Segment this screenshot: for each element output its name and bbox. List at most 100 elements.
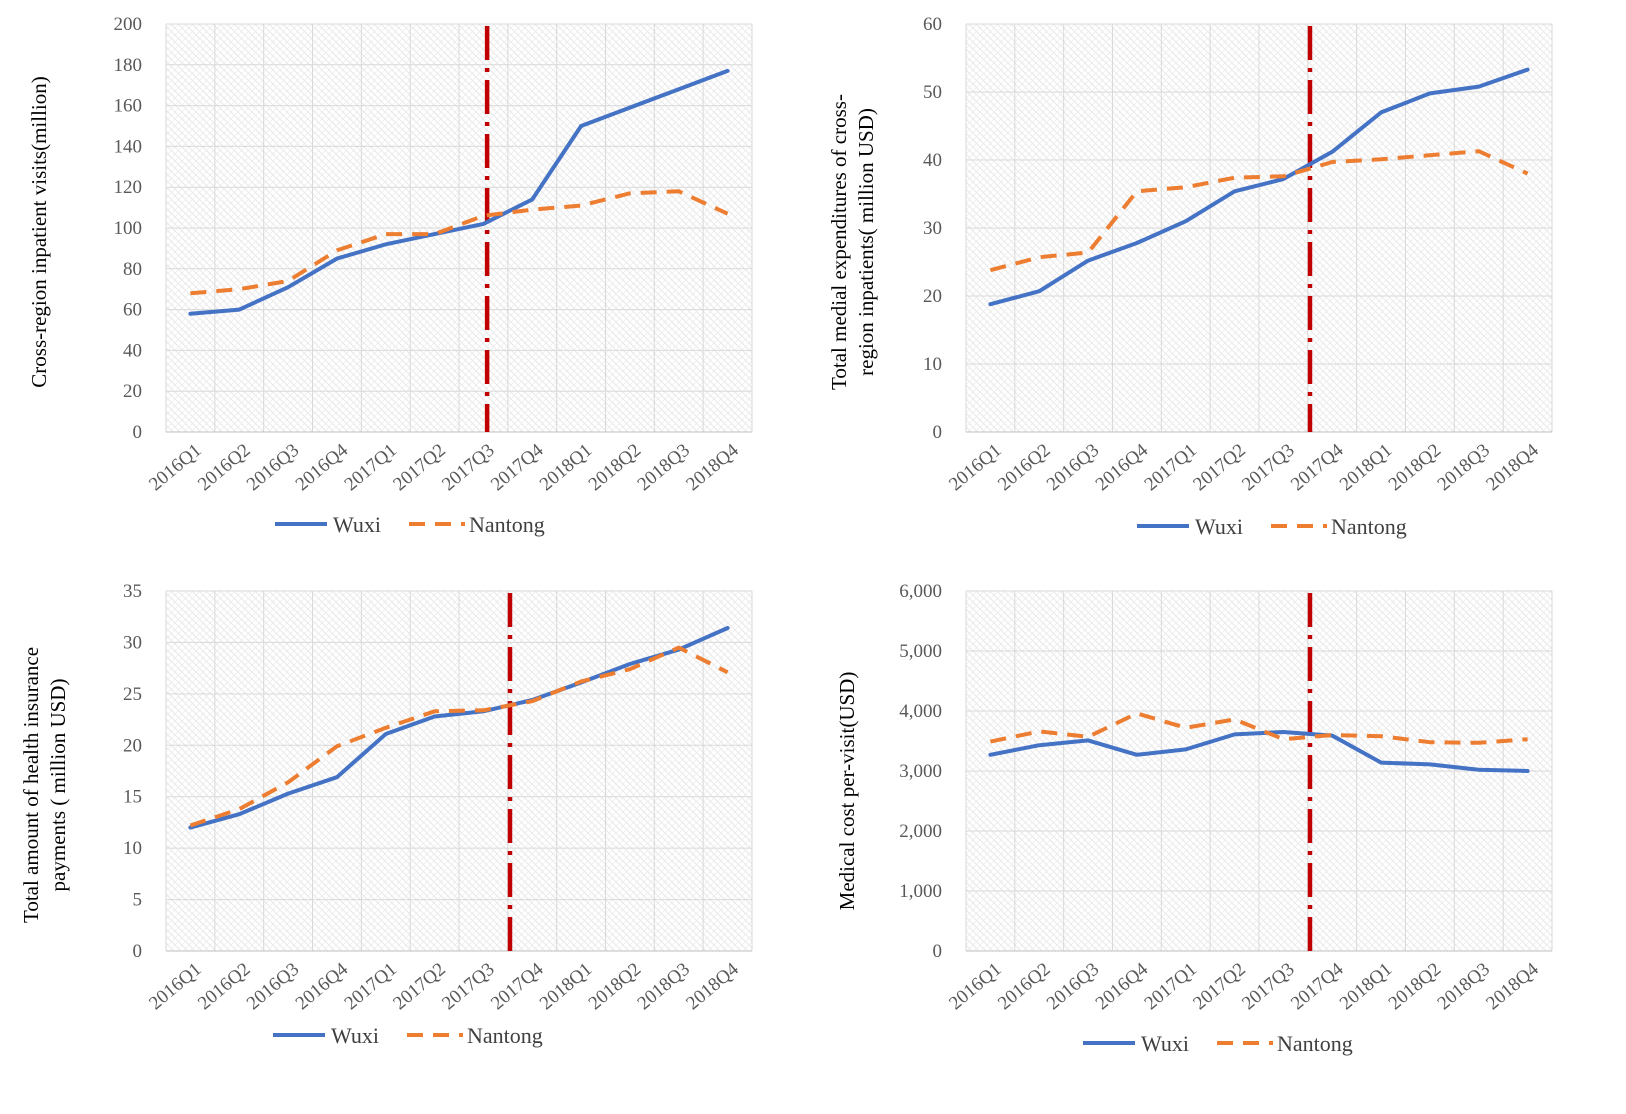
data-point-nantong <box>481 214 485 218</box>
y-axis-label-line: Total medial expenditures of cross- <box>827 94 851 390</box>
data-point-wuxi <box>1184 219 1188 223</box>
legend-label-wuxi: Wuxi <box>1195 514 1243 539</box>
y-tick-label: 10 <box>123 838 142 859</box>
data-point-nantong <box>677 189 681 193</box>
data-point-nantong <box>1281 737 1285 741</box>
x-tick-label: 2018Q4 <box>682 958 743 1014</box>
data-point-wuxi <box>1330 150 1334 154</box>
y-tick-label: 60 <box>923 14 942 35</box>
legend-label-wuxi: Wuxi <box>1141 1031 1189 1056</box>
data-point-wuxi <box>1379 761 1383 765</box>
x-tick-label: 2016Q4 <box>1092 439 1153 495</box>
x-tick-label: 2017Q1 <box>1141 440 1201 495</box>
x-tick-label: 2016Q4 <box>1092 958 1153 1014</box>
data-point-nantong <box>384 726 388 730</box>
data-point-nantong <box>1135 189 1139 193</box>
data-point-nantong <box>1330 160 1334 164</box>
data-point-wuxi <box>628 662 632 666</box>
data-point-wuxi <box>579 124 583 128</box>
x-tick-label: 2017Q1 <box>1141 959 1201 1014</box>
x-tick-label: 2016Q3 <box>1043 959 1103 1014</box>
series-line-nantong <box>190 189 729 296</box>
legend: Wuxi Nantong <box>1137 514 1407 539</box>
y-axis-label-line: Total amount of health insurance <box>19 647 43 923</box>
data-point-wuxi <box>1233 732 1237 736</box>
data-point-nantong <box>1086 735 1090 739</box>
data-point-nantong <box>1233 717 1237 721</box>
data-point-wuxi <box>1037 743 1041 747</box>
x-tick-label: 2017Q2 <box>1189 440 1249 495</box>
data-point-nantong <box>384 232 388 236</box>
data-point-wuxi <box>1526 769 1530 773</box>
y-tick-label: 15 <box>123 787 142 808</box>
x-tick-label: 2016Q2 <box>194 959 254 1014</box>
x-tick-label: 2017Q2 <box>389 440 449 495</box>
data-point-wuxi <box>1477 768 1481 772</box>
x-tick-label: 2018Q4 <box>1482 439 1543 495</box>
x-tick-label: 2018Q2 <box>585 440 645 495</box>
y-tick-label: 60 <box>123 300 142 321</box>
y-tick-label: 25 <box>123 684 142 705</box>
x-tick-label: 2016Q2 <box>994 440 1054 495</box>
data-point-wuxi <box>677 87 681 91</box>
x-tick-label: 2017Q4 <box>487 439 548 495</box>
data-point-wuxi <box>1135 241 1139 245</box>
x-tick-label: 2017Q2 <box>1189 959 1249 1014</box>
data-point-nantong <box>286 780 290 784</box>
x-tick-label: 2016Q1 <box>145 440 205 495</box>
series-line-nantong <box>189 645 729 828</box>
data-point-nantong <box>1135 711 1139 715</box>
x-tick-label: 2016Q1 <box>945 440 1005 495</box>
y-tick-label: 30 <box>923 218 942 239</box>
y-tick-label: 0 <box>133 941 143 962</box>
data-point-wuxi <box>286 792 290 796</box>
y-axis-label: Total amount of health insurance payments… <box>19 647 70 923</box>
x-tick-label: 2017Q1 <box>341 440 401 495</box>
y-tick-label: 30 <box>123 632 142 653</box>
x-tick-label: 2017Q4 <box>487 958 548 1014</box>
x-tick-label: 2016Q2 <box>994 959 1054 1014</box>
data-point-nantong <box>579 680 583 684</box>
data-point-nantong <box>1477 741 1481 745</box>
data-point-nantong <box>1526 737 1530 741</box>
legend-label-wuxi: Wuxi <box>331 1023 379 1048</box>
data-point-wuxi <box>188 312 192 316</box>
x-tick-label: 2018Q3 <box>634 440 694 495</box>
y-axis-label-line: region inpatients( million USD) <box>854 108 878 376</box>
series-line-wuxi <box>188 68 730 316</box>
y-tick-label: 100 <box>114 218 143 239</box>
data-point-nantong <box>1428 740 1432 744</box>
y-tick-label: 20 <box>923 286 942 307</box>
data-point-wuxi <box>1037 289 1041 293</box>
y-tick-label: 50 <box>923 82 942 103</box>
data-point-nantong <box>433 232 437 236</box>
x-tick-label: 2018Q3 <box>1434 959 1494 1014</box>
data-point-wuxi <box>384 732 388 736</box>
x-tick-label: 2017Q2 <box>389 959 449 1014</box>
y-tick-label: 40 <box>923 150 942 171</box>
data-point-nantong <box>988 268 992 272</box>
data-point-wuxi <box>1086 259 1090 263</box>
data-point-nantong <box>579 204 583 208</box>
y-tick-label: 0 <box>133 422 143 443</box>
legend: Wuxi Nantong <box>1083 1031 1353 1056</box>
data-point-nantong <box>1086 250 1090 254</box>
x-tick-label: 2017Q3 <box>438 440 498 495</box>
data-point-nantong <box>1184 185 1188 189</box>
data-point-nantong <box>628 667 632 671</box>
legend-label-nantong: Nantong <box>467 1023 543 1048</box>
data-point-nantong <box>481 708 485 712</box>
data-point-wuxi <box>1233 189 1237 193</box>
data-point-nantong <box>1428 153 1432 157</box>
x-tick-label: 2018Q1 <box>536 959 596 1014</box>
y-tick-label: 0 <box>933 941 943 962</box>
x-tick-label: 2018Q1 <box>536 440 596 495</box>
x-tick-label: 2018Q3 <box>634 959 694 1014</box>
data-point-nantong <box>188 291 192 295</box>
data-point-wuxi <box>335 775 339 779</box>
x-tick-label: 2016Q1 <box>945 959 1005 1014</box>
data-point-wuxi <box>1526 68 1530 72</box>
data-point-nantong <box>286 279 290 283</box>
data-point-nantong <box>1037 729 1041 733</box>
